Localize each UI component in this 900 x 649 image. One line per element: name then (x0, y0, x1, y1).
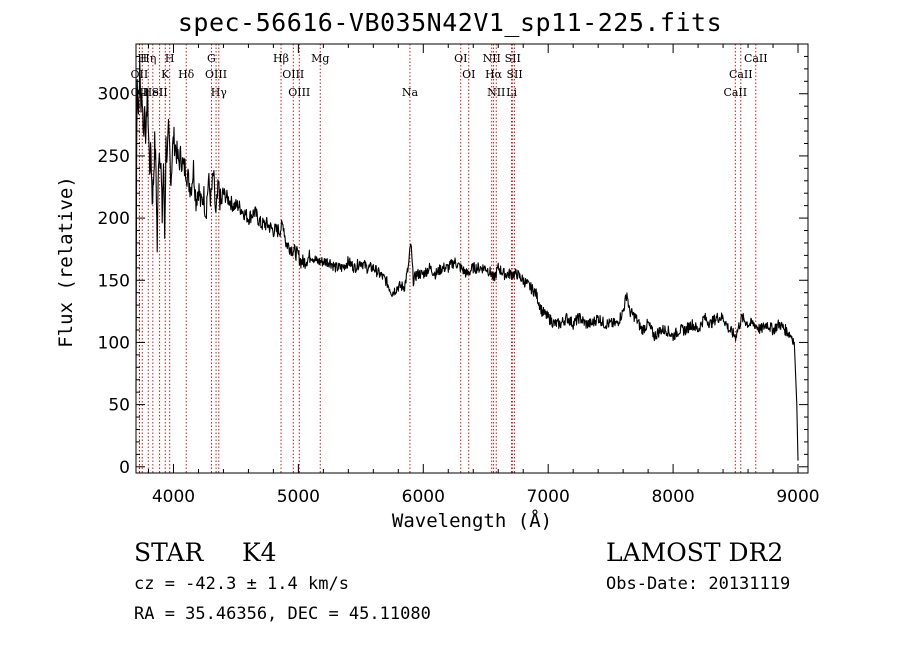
line-label-15: Mg (311, 52, 329, 65)
line-label-13: OIII (282, 68, 304, 81)
axis-ticks: 4000 5000 6000 7000 8000 9000 0 50 100 150 200 250 3… (98, 44, 820, 507)
line-label-19: NII (483, 52, 501, 65)
line-label-3: Hη (140, 52, 156, 65)
obs-date: Obs-Date: 20131119 (606, 574, 791, 594)
line-label-10: OIII (205, 68, 227, 81)
y-axis-label: Flux (relative) (55, 176, 77, 348)
y-tick-label-2: 100 (98, 333, 130, 353)
x-tick-label-2: 6000 (402, 487, 445, 507)
line-label-24: SII (506, 68, 522, 81)
line-label-20: Hα (485, 68, 503, 81)
object-class: STAR (134, 538, 204, 567)
line-label-12: Hβ (273, 52, 289, 65)
y-tick-label-0: 0 (119, 458, 130, 478)
x-tick-label-5: 9000 (776, 487, 819, 507)
x-axis-label: Wavelength (Å) (391, 510, 553, 532)
y-tick-label-3: 150 (98, 271, 130, 291)
line-label-7: H (165, 52, 175, 65)
line-label-26: CaII (729, 68, 753, 81)
chart-title: spec-56616-VB035N42V1_sp11-225.fits (177, 8, 723, 37)
line-label-23: SII (505, 52, 521, 65)
line-label-9: G (207, 52, 216, 65)
line-marker-group (138, 44, 757, 473)
line-label-5: SII (151, 86, 167, 99)
line-label-18: OI (462, 68, 475, 81)
y-tick-label-5: 250 (98, 147, 130, 167)
coordinates: RA = 35.46356, DEC = 45.11080 (134, 604, 431, 624)
y-tick-label-6: 300 (98, 85, 130, 105)
line-label-14: OIII (288, 86, 310, 99)
x-tick-label-3: 7000 (527, 487, 570, 507)
line-label-22: Li (506, 86, 517, 99)
line-label-25: CaII (723, 86, 747, 99)
line-label-8: Hδ (178, 68, 195, 81)
redshift-readout: cz = -42.3 ± 1.4 km/s (134, 574, 349, 594)
spectrum-line (135, 57, 799, 461)
line-label-11: Hγ (211, 86, 228, 99)
y-tick-label-1: 50 (108, 396, 130, 416)
line-label-17: OI (454, 52, 467, 65)
object-subclass: K4 (242, 538, 277, 567)
line-label-16: Na (402, 86, 419, 99)
x-tick-label-4: 8000 (651, 487, 694, 507)
line-label-21: NII (487, 86, 505, 99)
line-label-6: K (161, 68, 170, 81)
y-tick-label-4: 200 (98, 209, 130, 229)
x-tick-label-0: 4000 (152, 487, 195, 507)
line-label-27: CaII (744, 52, 768, 65)
plot-frame (135, 43, 809, 474)
survey-name: LAMOST DR2 (606, 538, 784, 567)
line-label-2: H (137, 52, 147, 65)
line-label-group: OIIOIIHHηHeISIIKHHδGOIIIHγHβOIIIOIIIMgNa… (131, 52, 768, 99)
x-tick-label-1: 5000 (277, 487, 320, 507)
